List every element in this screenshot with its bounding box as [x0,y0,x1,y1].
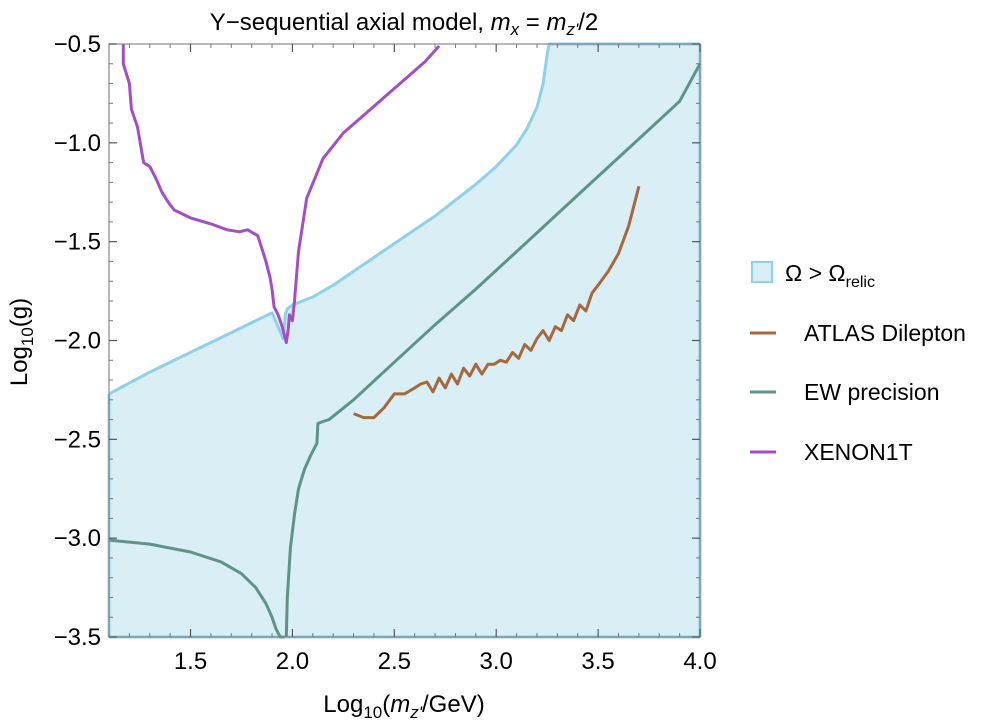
x-tick-label: 4.0 [683,648,716,675]
y-tick-label: −2.5 [54,426,101,453]
legend-label-xenon: XENON1T [804,439,913,465]
x-tick-label: 2.5 [378,648,411,675]
x-tick-label: 2.0 [276,648,309,675]
y-tick-label: −3.0 [54,525,101,552]
x-tick-label: 3.5 [581,648,614,675]
y-tick-label: −2.0 [54,328,101,355]
y-axis-label: Log10(g) [6,298,37,386]
legend-region-label: Ω > Ωrelic [785,260,875,291]
y-tick-label: −1.0 [54,130,101,157]
legend-region-swatch [751,261,773,283]
y-tick-label: −3.5 [54,624,101,651]
x-tick-label: 3.0 [480,648,513,675]
legend: Ω > Ωrelic ATLAS Dilepton EW precision X… [750,260,966,465]
legend-label-ew: EW precision [804,379,939,405]
relic-region-fill [109,44,700,637]
legend-label-atlas: ATLAS Dilepton [804,320,966,346]
y-tick-label: −1.5 [54,229,101,256]
xenon1t-line [121,44,441,344]
chart-title: Y−sequential axial model, mx = mz'/2 [210,9,598,39]
ew-precision-line-segment-1 [284,63,702,638]
atlas-dilepton-line [353,185,641,420]
y-tick-label: −0.5 [54,31,101,58]
x-axis-label: Log10(mz'/GeV) [323,691,484,722]
relic-region-boundary [108,42,700,396]
x-tick-label: 1.5 [174,648,207,675]
